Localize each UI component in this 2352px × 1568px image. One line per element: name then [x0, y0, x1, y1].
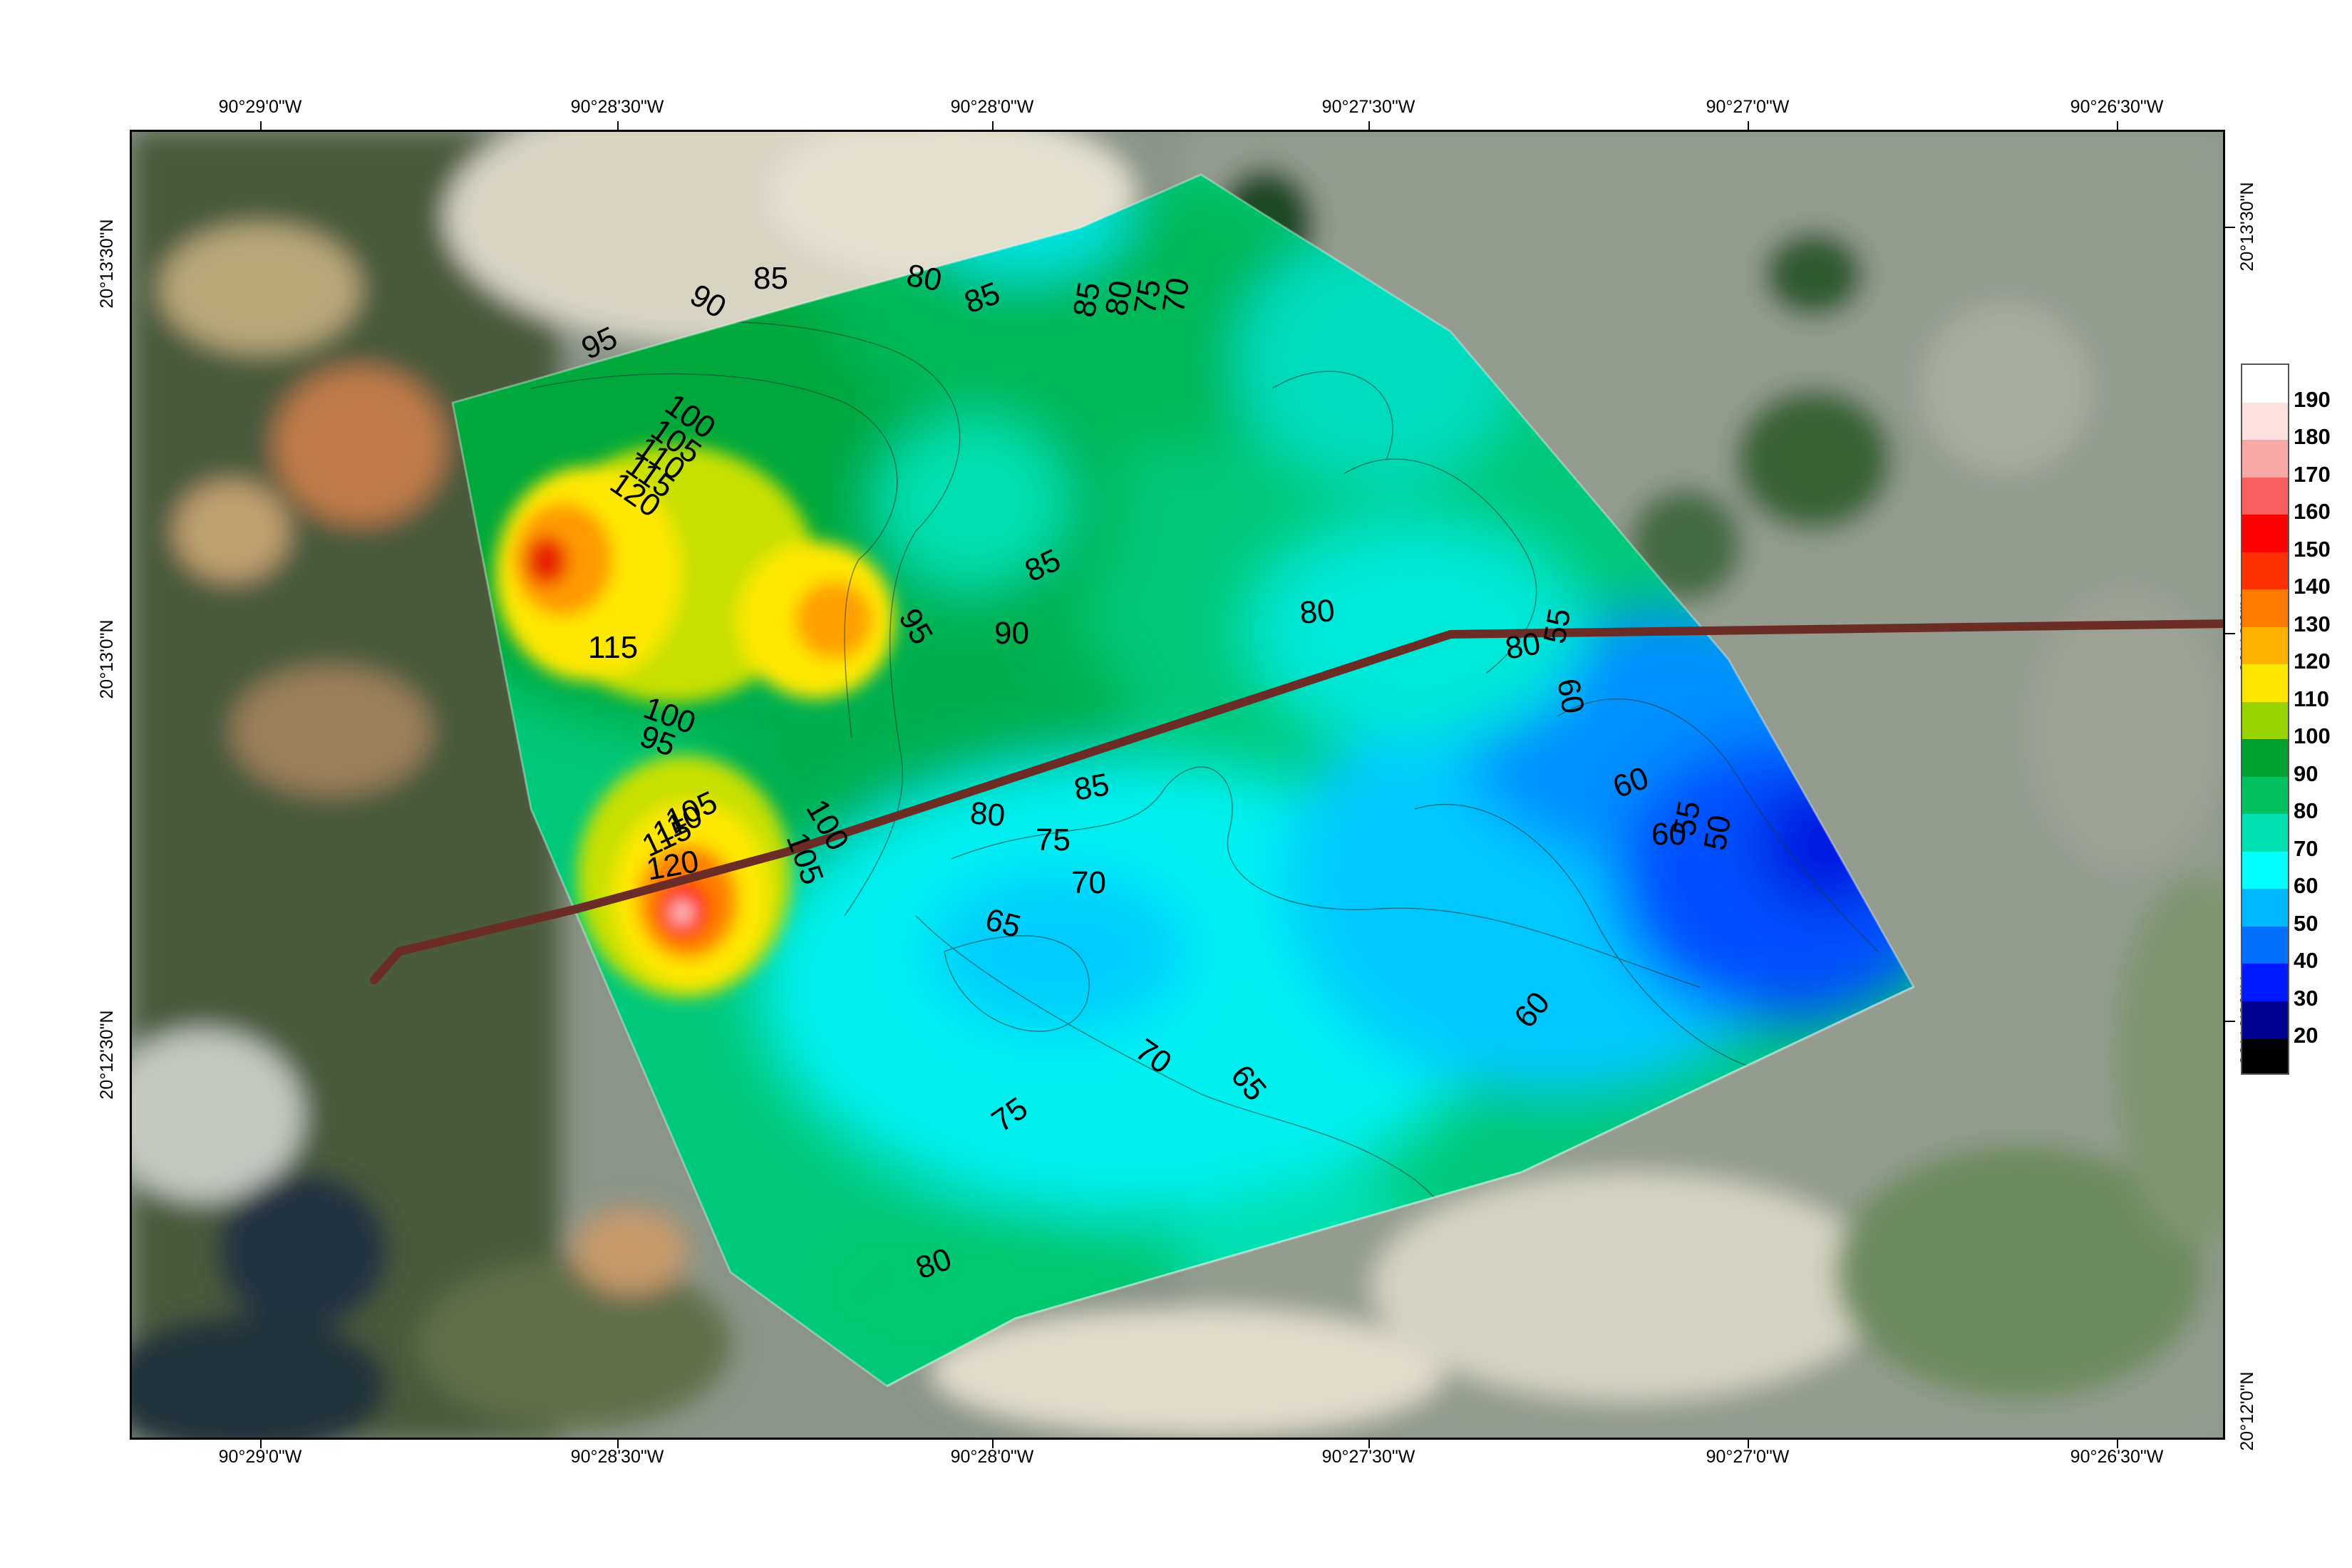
legend-swatch — [2242, 664, 2288, 703]
left-tick-label: 20°13'0"N — [97, 619, 117, 698]
legend-label: 80 — [2294, 798, 2319, 824]
legend-label: 30 — [2294, 985, 2319, 1011]
legend-label: 110 — [2294, 686, 2330, 711]
legend-swatch — [2242, 402, 2288, 441]
top-tick-mark — [1368, 121, 1370, 130]
bottom-tick-label: 90°27'30"W — [1321, 1447, 1415, 1467]
contour-label: 85 — [1071, 767, 1112, 808]
bottom-tick-label: 90°28'30"W — [570, 1447, 664, 1467]
color-legend — [2241, 363, 2289, 1075]
contour-label: 60 — [1550, 676, 1591, 716]
legend-label: 40 — [2294, 948, 2319, 974]
bottom-tick-label: 90°27'0"W — [1706, 1447, 1790, 1467]
top-tick-mark — [260, 121, 262, 130]
legend-swatch — [2242, 589, 2288, 628]
contour-label: 75 — [1036, 822, 1071, 857]
contour-label: 70 — [1071, 865, 1106, 900]
right-tick-label: 20°13'30"N — [2237, 182, 2257, 271]
legend-swatch — [2242, 626, 2288, 666]
left-tick-label: 20°13'30"N — [97, 219, 117, 308]
legend-label: 20 — [2294, 1023, 2319, 1048]
legend-swatch — [2242, 440, 2288, 478]
bottom-tick-mark — [2117, 1440, 2118, 1448]
map-canvas[interactable]: 90 85 80 85 85 80 75 70 95 100 105 110 1… — [132, 132, 2225, 1440]
legend-swatch — [2242, 1038, 2288, 1073]
legend-label: 150 — [2294, 536, 2331, 562]
right-tick-label: 20°12'0"N — [2237, 1371, 2257, 1450]
contour-label: 55 — [1667, 798, 1708, 839]
contour-label: 85 — [753, 261, 788, 296]
contour-label: 85 — [1067, 279, 1108, 320]
right-tick-mark — [2225, 633, 2235, 634]
top-tick-label: 90°28'30"W — [570, 97, 664, 117]
bottom-tick-mark — [1368, 1440, 1370, 1448]
bottom-tick-label: 90°29'0"W — [218, 1447, 302, 1467]
top-tick-mark — [1748, 121, 1749, 130]
legend-label: 140 — [2294, 574, 2331, 599]
bottom-tick-mark — [1748, 1440, 1749, 1448]
left-tick-label: 20°12'30"N — [97, 1010, 117, 1099]
legend-label: 50 — [2294, 910, 2319, 936]
legend-swatch — [2242, 515, 2288, 553]
legend-label: 90 — [2294, 760, 2319, 786]
top-tick-label: 90°28'0"W — [950, 97, 1034, 117]
map-frame[interactable]: 90 85 80 85 85 80 75 70 95 100 105 110 1… — [130, 130, 2225, 1440]
contour-label: 60 — [1651, 817, 1686, 852]
legend-swatch — [2242, 552, 2288, 591]
top-tick-label: 90°27'0"W — [1706, 97, 1790, 117]
contour-label: 80 — [1502, 626, 1543, 666]
legend-swatch — [2242, 739, 2288, 778]
contour-label: 80 — [1299, 593, 1336, 631]
legend-swatch — [2242, 701, 2288, 741]
legend-swatch — [2242, 365, 2288, 403]
road-line — [370, 619, 2223, 984]
legend-swatch — [2242, 776, 2288, 815]
legend-label: 60 — [2294, 873, 2319, 899]
right-tick-mark — [2225, 227, 2235, 228]
bottom-tick-label: 90°26'30"W — [2070, 1447, 2164, 1467]
legend-swatch — [2242, 814, 2288, 852]
legend-label: 190 — [2294, 386, 2331, 412]
legend-swatch — [2242, 964, 2288, 1002]
legend-swatch — [2242, 889, 2288, 927]
top-tick-mark — [617, 121, 619, 130]
right-tick-mark — [2225, 1021, 2235, 1022]
legend-swatch — [2242, 926, 2288, 965]
bottom-tick-label: 90°28'0"W — [950, 1447, 1034, 1467]
top-tick-label: 90°26'30"W — [2070, 97, 2164, 117]
top-tick-label: 90°29'0"W — [218, 97, 302, 117]
legend-label: 170 — [2294, 461, 2331, 487]
legend-label: 100 — [2294, 723, 2331, 749]
legend-swatch — [2242, 851, 2288, 890]
legend-swatch — [2242, 1001, 2288, 1040]
top-tick-mark — [992, 121, 994, 130]
bottom-tick-mark — [260, 1440, 262, 1448]
contour-label: 50 — [1698, 813, 1738, 853]
bottom-tick-mark — [617, 1440, 619, 1448]
contour-label: 80 — [1099, 278, 1140, 319]
legend-swatch — [2242, 477, 2288, 516]
contour-label: 55 — [1537, 606, 1578, 646]
legend-label: 70 — [2294, 835, 2319, 861]
legend-label: 160 — [2294, 499, 2331, 525]
contour-label: 80 — [904, 258, 944, 299]
contour-label: 90 — [994, 616, 1029, 651]
contour-label: 115 — [588, 630, 638, 665]
contour-label: 80 — [969, 795, 1006, 833]
legend-label: 120 — [2294, 649, 2331, 674]
survey-boundary — [451, 173, 1916, 1388]
top-tick-mark — [2117, 121, 2118, 130]
left-axis-labels: 20°13'30"N 20°13'0"N 20°12'30"N — [97, 219, 117, 1099]
bottom-tick-mark — [992, 1440, 994, 1448]
legend-label: 180 — [2294, 424, 2331, 450]
contour-label: 75 — [1128, 277, 1168, 317]
top-tick-label: 90°27'30"W — [1321, 97, 1415, 117]
contour-label: 70 — [1156, 275, 1197, 316]
legend-label: 130 — [2294, 611, 2331, 636]
